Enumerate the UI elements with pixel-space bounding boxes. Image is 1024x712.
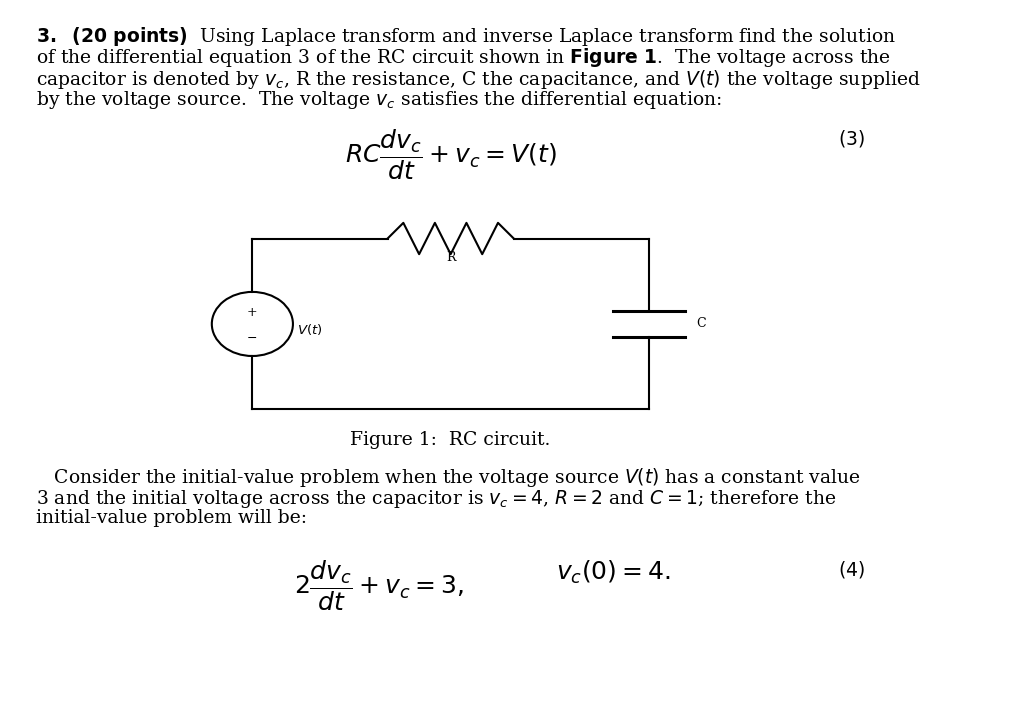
Text: −: − [247,332,258,345]
Text: Figure 1:  RC circuit.: Figure 1: RC circuit. [350,431,551,449]
Text: $RC\dfrac{dv_c}{dt} + v_c = V(t)$: $RC\dfrac{dv_c}{dt} + v_c = V(t)$ [345,128,556,182]
Text: $(4)$: $(4)$ [839,559,865,580]
Text: by the voltage source.  The voltage $v_c$ satisfies the differential equation:: by the voltage source. The voltage $v_c$… [36,89,722,111]
Text: 3 and the initial voltage across the capacitor is $v_c = 4$, $R = 2$ and $C = 1$: 3 and the initial voltage across the cap… [36,488,837,510]
Text: initial-value problem will be:: initial-value problem will be: [36,509,307,527]
Text: $v_c(0) = 4.$: $v_c(0) = 4.$ [556,559,670,586]
Text: of the differential equation 3 of the RC circuit shown in $\mathbf{Figure\ 1}$. : of the differential equation 3 of the RC… [36,46,891,69]
Text: capacitor is denoted by $v_c$, R the resistance, C the capacitance, and $V(t)$ t: capacitor is denoted by $v_c$, R the res… [36,68,921,90]
Text: +: + [247,306,258,319]
Text: C: C [696,318,706,330]
Text: $V(t)$: $V(t)$ [297,322,323,337]
Text: Consider the initial-value problem when the voltage source $V(t)$ has a constant: Consider the initial-value problem when … [36,466,860,489]
Text: R: R [445,251,456,264]
Text: $\mathbf{3.\ \ (20\ points)}$  Using Laplace transform and inverse Laplace trans: $\mathbf{3.\ \ (20\ points)}$ Using Lapl… [36,25,896,48]
Text: $(3)$: $(3)$ [839,128,865,149]
Text: $2\dfrac{dv_c}{dt} + v_c = 3,$: $2\dfrac{dv_c}{dt} + v_c = 3,$ [294,559,464,613]
